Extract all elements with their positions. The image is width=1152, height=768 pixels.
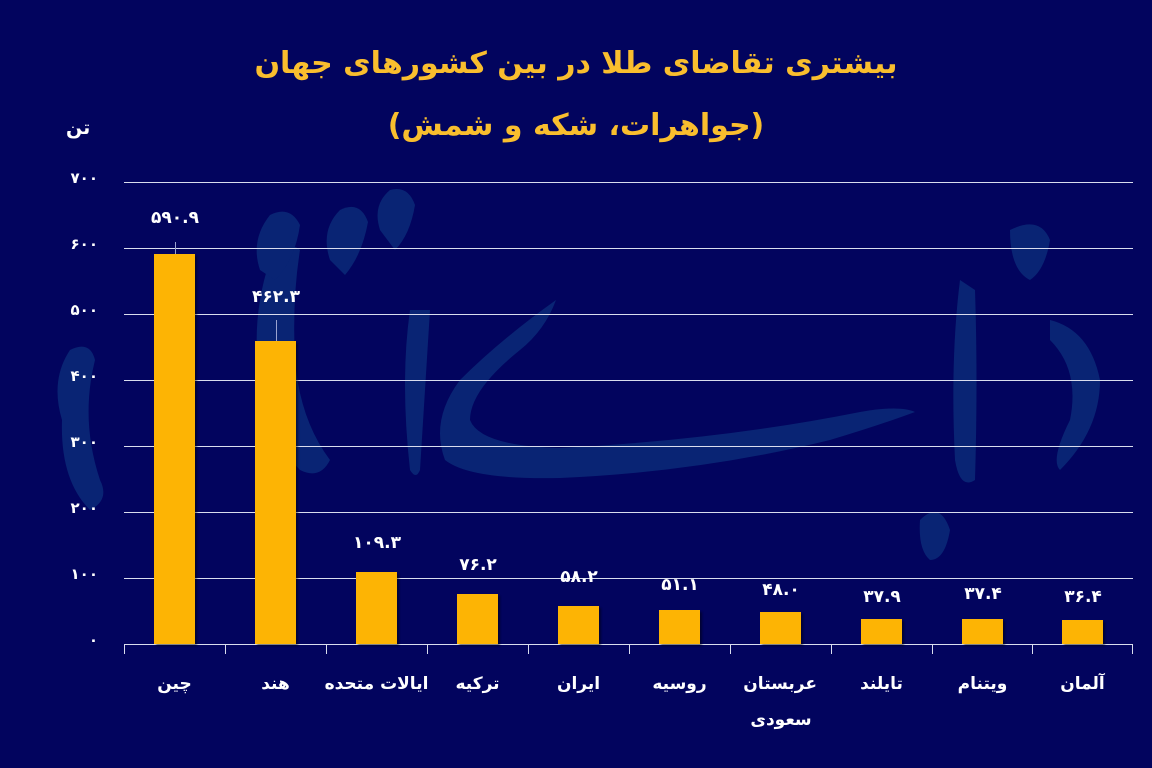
data-label-leader-line [276,320,277,341]
x-category-label: ترکیه [455,674,500,694]
gridline-100 [124,578,1133,579]
gridline-300 [124,446,1133,447]
bar-value-label: ۳۶.۴ [1064,587,1102,607]
bar-value-label: ۵۹۰.۹ [151,208,199,228]
bar-usa [356,572,397,644]
bar-value-label: ۴۶۲.۳ [252,287,300,307]
x-axis-tick [1032,644,1033,654]
y-axis-unit-label: تن [66,117,91,139]
x-axis-tick [124,644,125,654]
gridline-200 [124,512,1133,513]
bar-value-label: ۳۷.۴ [964,584,1002,604]
bar-saudi-arabia [760,612,801,644]
y-tick-label: ۶۰۰ [70,235,98,253]
data-label-leader-line [175,242,176,254]
x-category-label: روسیه [652,674,707,694]
bar-value-label: ۵۸.۲ [560,567,598,587]
y-tick-label: ۴۰۰ [70,367,98,385]
x-axis-tick [629,644,630,654]
y-tick-label: ۵۰۰ [70,301,98,319]
y-tick-label: ۱۰۰ [70,565,98,583]
x-axis-tick [932,644,933,654]
bar-thailand [861,619,902,644]
x-axis-line [124,644,1133,645]
x-axis-tick [730,644,731,654]
bar-germany [1062,620,1103,644]
x-category-label: هند [261,674,290,694]
y-tick-label: ۰ [88,631,98,649]
y-tick-label: ۷۰۰ [70,169,98,187]
bar-iran [558,606,599,644]
bar-value-label: ۷۶.۲ [459,555,497,575]
gridline-700 [124,182,1133,183]
bar-india [255,341,296,644]
x-category-label: چین [157,674,192,694]
x-axis-tick [528,644,529,654]
x-category-label: ویتنام [957,674,1008,694]
bar-value-label: ۳۷.۹ [863,587,901,607]
y-tick-label: ۳۰۰ [70,433,98,451]
bar-turkey [457,594,498,644]
gridline-400 [124,380,1133,381]
chart-title: بیشتری تقاضای طلا در بین کشورهای جهان [254,46,898,81]
gridline-600 [124,248,1133,249]
x-category-label: تایلند [860,674,903,694]
x-category-label: ایران [556,674,601,694]
x-axis-tick [831,644,832,654]
y-tick-label: ۲۰۰ [70,499,98,517]
chart-subtitle: (جواهرات، شکه و شمش) [387,108,765,143]
x-category-label: ایالات متحده [324,674,429,694]
x-category-label: آلمان [1060,674,1105,694]
x-axis-tick [326,644,327,654]
bar-value-label: ۵۱.۱ [661,575,699,595]
bar-value-label: ۴۸.۰ [762,580,800,600]
x-axis-tick [225,644,226,654]
bar-russia [659,610,700,644]
bar-value-label: ۱۰۹.۳ [353,533,401,553]
x-axis-tick [1132,644,1133,654]
x-category-label: عربستان سعودی [743,674,817,730]
gridline-500 [124,314,1133,315]
bar-china [154,254,195,644]
bar-vietnam [962,619,1003,644]
x-axis-tick [427,644,428,654]
